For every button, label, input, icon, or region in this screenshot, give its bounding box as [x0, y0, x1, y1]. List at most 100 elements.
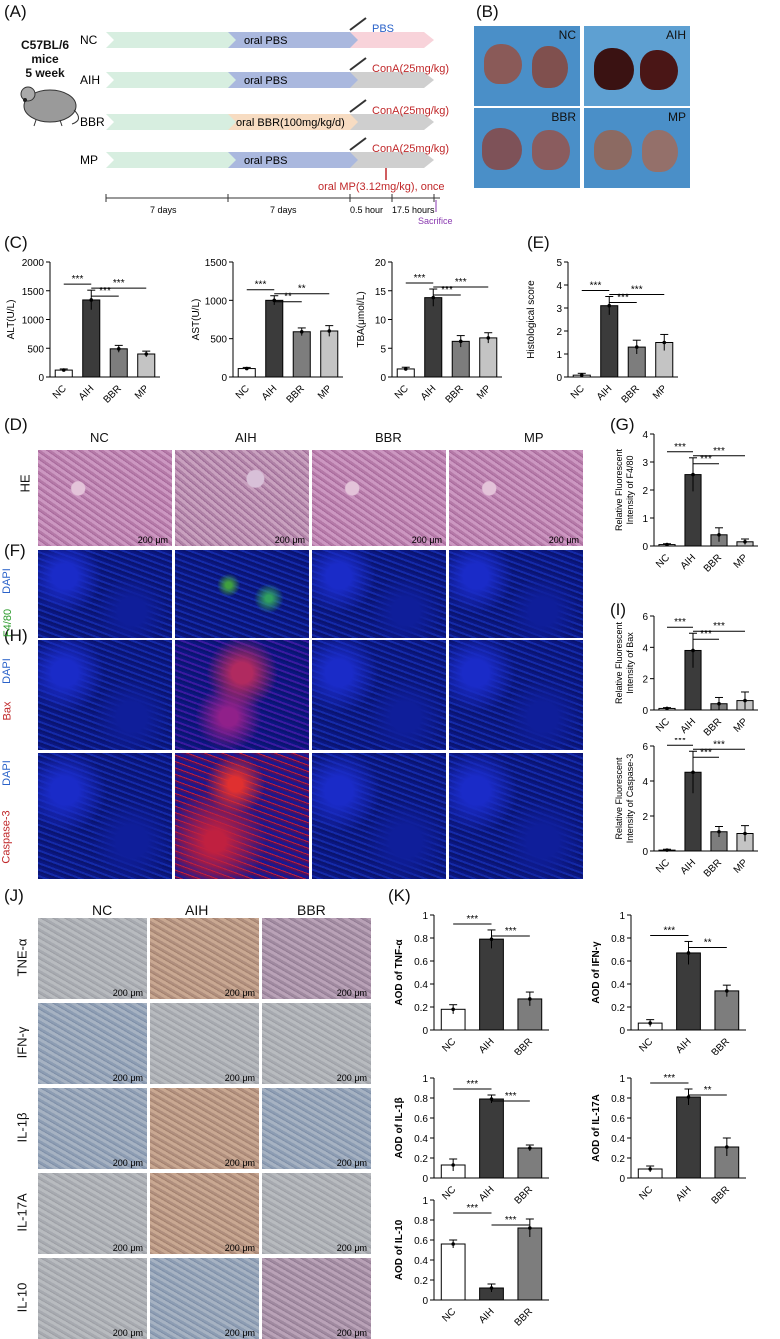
syringe-icon: [349, 99, 367, 113]
syringe-icon: [349, 57, 367, 71]
he-col-mp: MP: [524, 430, 544, 445]
data-point: [272, 298, 277, 303]
y-tick-label: 10: [375, 316, 387, 327]
sacrifice-label: Sacrifice: [418, 216, 453, 226]
data-point: [144, 352, 149, 356]
mouse-age: 5 week: [25, 66, 65, 80]
significance-stars: ***: [466, 1203, 478, 1214]
ihc-col-nc: NC: [92, 902, 113, 918]
y-tick-label: 0: [380, 373, 386, 384]
y-tick-label: 0: [556, 373, 562, 384]
he-row-label: HE: [17, 474, 33, 493]
scale-bar: 200 μm: [112, 1328, 143, 1338]
bar-aih: [676, 1096, 701, 1179]
x-tick-label: NC: [637, 1184, 655, 1202]
chart-f480: 0 1 2 3 4 Relative Fluorescent Intensity of F4…: [614, 430, 758, 575]
y-axis-label: TBA(μmol/L): [356, 291, 367, 347]
data-point: [665, 706, 669, 711]
arrow-stage1: [106, 72, 240, 88]
significance-stars: ***: [700, 629, 712, 640]
y-tick-label: 1: [556, 350, 562, 361]
mouse-icon: [20, 86, 79, 127]
bax-row-label: DAPI Bax: [1, 645, 36, 755]
x-tick-label: NC: [234, 383, 252, 401]
timeline-label: 7 days: [270, 205, 297, 215]
liver-label-mp: MP: [668, 110, 686, 124]
y-tick-label: 1: [642, 514, 648, 525]
stage3-label: ConA(25mg/kg): [372, 143, 449, 155]
bax-image-nc: [38, 640, 172, 750]
liver-photo-aih: AIH: [584, 26, 690, 106]
y-axis-label-1: Relative Fluorescent: [614, 757, 624, 840]
arrow-stage1: [106, 32, 240, 48]
stain-caspase3: Caspase-3: [0, 810, 13, 864]
ihc-image-aih-3: 200 μm: [150, 1173, 259, 1254]
y-axis-label-2: Intensity of Caspase-3: [625, 754, 635, 844]
scale-bar: 200 μm: [336, 988, 367, 998]
y-axis-label: Histological score: [526, 280, 537, 359]
y-tick-label: 0.4: [611, 980, 625, 991]
caspase-image-mp: [449, 753, 583, 879]
ihc-row-label-3: IL-17A: [14, 1193, 30, 1232]
arrow-stage2: [228, 114, 362, 130]
caspase-row-label: DAPI Caspase-3: [0, 755, 36, 880]
panel-label-c: (C): [4, 233, 28, 252]
panel-label-j: (J): [4, 886, 24, 905]
data-point: [717, 701, 721, 706]
scale-bar: 200 μm: [224, 1328, 255, 1338]
x-tick-label: MP: [475, 383, 494, 402]
y-tick-label: 1: [619, 911, 625, 922]
bar-bbr: [292, 331, 311, 378]
significance-stars: ***: [674, 738, 686, 746]
y-axis-label-1: Relative Fluorescent: [614, 448, 624, 531]
y-axis-label: AOD of IL-17A: [591, 1094, 602, 1162]
x-tick-label: BBR: [513, 1036, 535, 1055]
data-point: [61, 368, 66, 372]
data-point: [648, 1021, 652, 1025]
chart-bax: 0 2 4 6 Relative Fluorescent Intensity of Bax…: [614, 612, 758, 739]
data-point: [686, 951, 691, 955]
scale-bar: 200 μm: [112, 1243, 143, 1253]
x-tick-label: NC: [51, 383, 69, 401]
significance-stars: ***: [414, 273, 426, 284]
panel-label-e: (E): [527, 233, 550, 252]
x-tick-label: BBR: [710, 1036, 732, 1055]
y-tick-label: 1000: [22, 316, 45, 327]
y-tick-label: 0.2: [611, 1154, 625, 1165]
ihc-col-bbr: BBR: [297, 902, 326, 918]
data-point: [607, 303, 612, 308]
significance-stars: ***: [700, 454, 712, 465]
y-tick-label: 3: [556, 304, 562, 315]
ihc-image-aih-1: 200 μm: [150, 1003, 259, 1084]
data-point: [634, 345, 639, 349]
data-point: [725, 989, 729, 993]
f480-image-aih: [175, 550, 309, 638]
scale-bar: 200 μm: [224, 1073, 255, 1083]
y-tick-label: 5: [380, 344, 386, 355]
stage2-label: oral PBS: [244, 155, 287, 167]
ihc-image-aih-2: 200 μm: [150, 1088, 259, 1169]
stain-dapi: DAPI: [0, 568, 13, 594]
arrow-stage2: [228, 72, 362, 88]
he-image-mp: 200 μm: [449, 450, 583, 546]
y-tick-label: 1: [422, 1196, 428, 1207]
significance-stars: ***: [713, 621, 725, 632]
x-tick-label: BBR: [620, 383, 642, 405]
y-axis-label-2: Intensity of Bax: [625, 632, 635, 694]
y-tick-label: 1: [422, 1074, 428, 1085]
stain-bax: Bax: [1, 701, 14, 721]
f480-image-mp: [449, 550, 583, 638]
x-tick-label: NC: [393, 383, 411, 401]
x-tick-label: AIH: [260, 383, 280, 403]
ihc-image-bbr-0: 200 μm: [262, 918, 371, 999]
bar-aih: [600, 305, 619, 378]
y-axis-label: AST(U/L): [191, 299, 202, 341]
x-tick-label: NC: [569, 383, 587, 401]
y-axis-label: AOD of IL-1β: [394, 1097, 405, 1158]
y-tick-label: 0: [642, 706, 648, 717]
y-tick-label: 0: [422, 1174, 428, 1185]
data-point: [662, 340, 667, 345]
x-tick-label: BBR: [710, 1184, 732, 1206]
